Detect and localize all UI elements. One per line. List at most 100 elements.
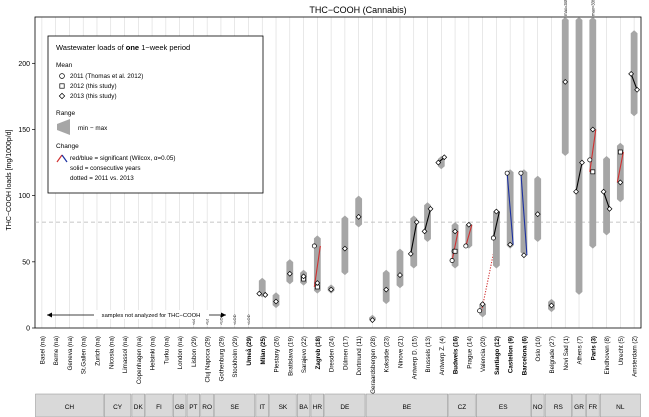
country-group-bar bbox=[131, 393, 145, 417]
country-group-label: NL bbox=[616, 404, 625, 411]
city-group-6: Limassol (na) bbox=[122, 336, 129, 373]
country-group-bar bbox=[214, 393, 256, 417]
y-tick-label: 200 bbox=[18, 61, 30, 68]
city-label: Athens (7) bbox=[577, 336, 584, 365]
mean-2013-point bbox=[341, 245, 348, 252]
circle-marker-icon bbox=[59, 73, 65, 79]
city-label: Oslo (10) bbox=[535, 336, 542, 361]
city-label: Milan (25) bbox=[260, 336, 267, 365]
country-group-bar bbox=[599, 393, 641, 417]
chart-title: THC−COOH (Cannabis) bbox=[309, 5, 406, 15]
range-band bbox=[355, 195, 363, 228]
mean-2011-point bbox=[311, 243, 317, 249]
mean-2013-point bbox=[286, 270, 293, 277]
city-label: Novi Sad (1) bbox=[563, 336, 570, 370]
mean-2013-point bbox=[397, 272, 403, 278]
mean-2013-point bbox=[369, 317, 376, 323]
country-group-bar bbox=[572, 393, 586, 417]
city-label: Geraardsbergen (28) bbox=[370, 336, 377, 394]
country-group-label: ES bbox=[499, 404, 508, 411]
city-label: Basel (na) bbox=[39, 336, 46, 364]
city-group-13: <LOD Gothenburg (29) bbox=[218, 314, 225, 381]
city-label: Nicosia (na) bbox=[108, 336, 115, 369]
city-label: Gothenburg (29) bbox=[218, 336, 225, 381]
range-band bbox=[534, 175, 542, 242]
y-tick-label: 150 bbox=[18, 127, 30, 134]
city-group-25: Kokstide (23) bbox=[382, 269, 391, 372]
city-label: Bratislava (19) bbox=[287, 336, 294, 376]
mean-2012-point bbox=[617, 149, 623, 155]
mean-2013-point bbox=[534, 211, 541, 218]
city-group-20: Zagreb (18) bbox=[311, 235, 322, 369]
country-group-bar bbox=[104, 393, 132, 417]
city-label: Castellon (9) bbox=[508, 336, 515, 373]
mean-2013-point bbox=[589, 126, 596, 133]
city-group-1: Berne (na) bbox=[53, 336, 60, 365]
country-group-label: NO bbox=[533, 404, 543, 411]
city-label: Antwerp Z. (4) bbox=[439, 336, 446, 375]
change-line bbox=[589, 129, 597, 172]
change-line bbox=[423, 208, 432, 232]
city-label: Cluj Napoca (29) bbox=[205, 336, 212, 382]
city-label: Kokstide (23) bbox=[384, 336, 391, 372]
range-band bbox=[630, 30, 638, 117]
city-label: Geneva (na) bbox=[67, 336, 74, 370]
city-label: Valencia (20) bbox=[480, 336, 487, 372]
y-tick-label: 100 bbox=[18, 193, 30, 200]
country-group-bar bbox=[186, 393, 201, 417]
city-group-30: Budweis (16) bbox=[449, 222, 460, 374]
city-label: Barcelona (6) bbox=[521, 336, 528, 375]
mean-2013-point bbox=[421, 228, 428, 235]
mean-2013-point bbox=[435, 159, 442, 166]
range-swatch-icon bbox=[57, 119, 70, 135]
city-label: Amsterdam (2) bbox=[632, 336, 639, 377]
country-group-label: CY bbox=[113, 404, 123, 411]
city-group-0: Basel (na) bbox=[39, 336, 46, 364]
country-group-label: IT bbox=[259, 404, 265, 411]
city-group-29: Antwerp Z. (4) bbox=[435, 154, 448, 375]
city-label: Sarajevo (22) bbox=[301, 336, 308, 373]
diamond-marker-icon bbox=[58, 92, 66, 100]
country-group-label: BE bbox=[403, 404, 412, 411]
country-group-bar bbox=[448, 393, 476, 417]
city-label: Paris (3) bbox=[590, 336, 597, 360]
range-band bbox=[437, 155, 445, 170]
mean-2011-point bbox=[477, 308, 483, 314]
range-band bbox=[561, 17, 569, 156]
country-group-bar bbox=[172, 393, 187, 417]
change-line bbox=[616, 151, 624, 183]
city-group-9: Turku (na) bbox=[163, 336, 170, 364]
mean-2012-point bbox=[590, 169, 596, 175]
range-band bbox=[589, 17, 597, 249]
legend-range-label: min − max bbox=[78, 125, 108, 132]
city-label: Santiago (12) bbox=[494, 336, 501, 375]
city-group-26: Ninove (21) bbox=[396, 248, 404, 368]
city-group-16: Milan (25) bbox=[256, 277, 269, 365]
city-group-35: Barcelona (6) bbox=[518, 169, 528, 375]
lod-label: <LOD bbox=[246, 314, 251, 325]
mean-2013-point bbox=[300, 273, 307, 280]
city-label: Zagreb (18) bbox=[315, 336, 322, 369]
country-group-bar bbox=[531, 393, 545, 417]
city-label: Turku (na) bbox=[163, 336, 170, 364]
country-group-bar bbox=[145, 393, 173, 417]
mean-2013-point bbox=[452, 228, 458, 235]
mean-2013-point bbox=[413, 219, 420, 226]
country-group-label: FR bbox=[588, 404, 597, 411]
city-group-33: Santiago (12) bbox=[490, 208, 501, 375]
country-group-bar bbox=[310, 393, 324, 417]
city-label: Brussels (13) bbox=[425, 336, 432, 372]
legend-change-solid: solid = consecutive years bbox=[70, 165, 141, 172]
mean-2013-point bbox=[600, 188, 607, 195]
change-line bbox=[410, 222, 418, 254]
country-group-label: RO bbox=[202, 404, 212, 411]
mean-2013-point bbox=[606, 205, 613, 212]
mean-2013-point bbox=[548, 302, 555, 309]
country-group-label: FI bbox=[156, 404, 162, 411]
y-tick-label: 50 bbox=[22, 259, 30, 266]
change-line bbox=[492, 211, 500, 239]
legend-change-title: Change bbox=[56, 143, 79, 150]
country-group-bar bbox=[269, 393, 297, 417]
mean-2013-point bbox=[441, 154, 448, 161]
country-group-bar bbox=[586, 393, 600, 417]
